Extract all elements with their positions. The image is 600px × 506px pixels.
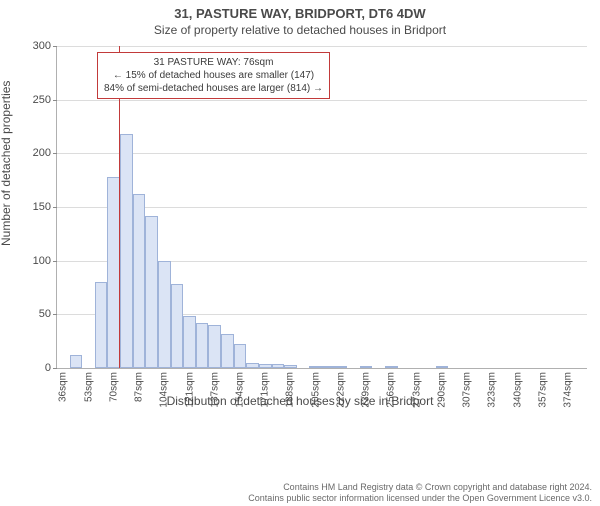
histogram-bar <box>120 134 133 368</box>
histogram-bar <box>246 363 259 368</box>
histogram-bar <box>196 323 209 368</box>
page-subtitle: Size of property relative to detached ho… <box>0 23 600 37</box>
histogram-bar <box>221 334 234 368</box>
y-tick <box>53 261 57 262</box>
histogram-bar <box>385 366 398 368</box>
plot-area: 05010015020025030036sqm53sqm70sqm87sqm10… <box>56 46 587 369</box>
histogram-bar <box>208 325 221 368</box>
y-axis-label: Number of detached properties <box>0 81 13 246</box>
histogram-bar <box>133 194 146 368</box>
histogram-bar <box>95 282 108 368</box>
y-tick-label: 100 <box>33 255 51 267</box>
histogram-bar <box>309 366 322 368</box>
histogram-bar <box>234 344 247 368</box>
y-tick-label: 50 <box>39 308 51 320</box>
attribution-footer: Contains HM Land Registry data © Crown c… <box>248 482 592 505</box>
histogram-bar <box>322 366 335 368</box>
histogram-bar <box>70 355 83 368</box>
y-tick <box>53 368 57 369</box>
histogram-bar <box>284 365 297 368</box>
annotation-line: 31 PASTURE WAY: 76sqm <box>104 56 323 69</box>
gridline <box>57 153 587 154</box>
annotation-box: 31 PASTURE WAY: 76sqm← 15% of detached h… <box>97 52 330 99</box>
footer-line-2: Contains public sector information licen… <box>248 493 592 504</box>
page-title: 31, PASTURE WAY, BRIDPORT, DT6 4DW <box>0 6 600 21</box>
y-tick <box>53 100 57 101</box>
y-tick-label: 250 <box>33 94 51 106</box>
histogram-bar <box>360 366 373 368</box>
y-tick-label: 0 <box>45 362 51 374</box>
y-tick-label: 300 <box>33 40 51 52</box>
footer-line-1: Contains HM Land Registry data © Crown c… <box>248 482 592 493</box>
histogram-bar <box>183 316 196 368</box>
y-tick <box>53 46 57 47</box>
y-tick-label: 150 <box>33 201 51 213</box>
chart-container: Number of detached properties 0501001502… <box>0 46 600 446</box>
histogram-bar <box>272 364 285 368</box>
histogram-bar <box>436 366 449 368</box>
y-tick <box>53 314 57 315</box>
histogram-bar <box>145 216 158 368</box>
annotation-line: ← 15% of detached houses are smaller (14… <box>104 69 323 82</box>
annotation-line: 84% of semi-detached houses are larger (… <box>104 82 323 95</box>
histogram-bar <box>335 366 348 368</box>
gridline <box>57 100 587 101</box>
y-tick <box>53 207 57 208</box>
y-tick <box>53 153 57 154</box>
histogram-bar <box>259 364 272 368</box>
histogram-bar <box>158 261 171 368</box>
histogram-bar <box>171 284 184 368</box>
x-axis-label: Distribution of detached houses by size … <box>0 394 600 408</box>
y-tick-label: 200 <box>33 147 51 159</box>
gridline <box>57 46 587 47</box>
